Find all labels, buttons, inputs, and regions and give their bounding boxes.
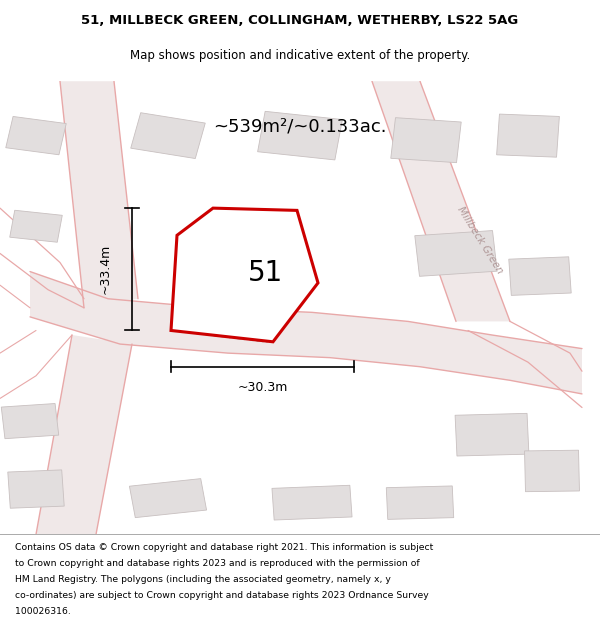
Polygon shape <box>130 479 206 518</box>
Polygon shape <box>272 485 352 520</box>
Polygon shape <box>131 112 205 159</box>
Text: to Crown copyright and database rights 2023 and is reproduced with the permissio: to Crown copyright and database rights 2… <box>15 559 419 568</box>
Polygon shape <box>391 118 461 162</box>
Text: ~33.4m: ~33.4m <box>98 244 112 294</box>
Text: co-ordinates) are subject to Crown copyright and database rights 2023 Ordnance S: co-ordinates) are subject to Crown copyr… <box>15 591 429 600</box>
Polygon shape <box>8 470 64 508</box>
Polygon shape <box>415 231 497 276</box>
Polygon shape <box>497 114 559 157</box>
Text: Millbeck Green: Millbeck Green <box>186 325 270 345</box>
Polygon shape <box>6 116 66 155</box>
Polygon shape <box>386 486 454 519</box>
Polygon shape <box>455 413 529 456</box>
Polygon shape <box>257 111 343 160</box>
Polygon shape <box>171 208 318 342</box>
Polygon shape <box>30 271 582 394</box>
Text: Map shows position and indicative extent of the property.: Map shows position and indicative extent… <box>130 49 470 62</box>
Text: 100026316.: 100026316. <box>15 607 71 616</box>
Polygon shape <box>60 81 138 308</box>
Text: 51, MILLBECK GREEN, COLLINGHAM, WETHERBY, LS22 5AG: 51, MILLBECK GREEN, COLLINGHAM, WETHERBY… <box>82 14 518 27</box>
Text: 51: 51 <box>248 259 283 287</box>
Polygon shape <box>524 450 580 492</box>
Text: ~539m²/~0.133ac.: ~539m²/~0.133ac. <box>213 118 387 136</box>
Polygon shape <box>10 210 62 242</box>
Polygon shape <box>36 335 132 534</box>
Text: HM Land Registry. The polygons (including the associated geometry, namely x, y: HM Land Registry. The polygons (includin… <box>15 575 391 584</box>
Text: Millbeck Green: Millbeck Green <box>455 204 505 275</box>
Polygon shape <box>509 257 571 296</box>
Polygon shape <box>372 81 510 321</box>
Polygon shape <box>1 404 59 439</box>
Text: ~30.3m: ~30.3m <box>238 381 287 394</box>
Text: Contains OS data © Crown copyright and database right 2021. This information is : Contains OS data © Crown copyright and d… <box>15 543 433 552</box>
